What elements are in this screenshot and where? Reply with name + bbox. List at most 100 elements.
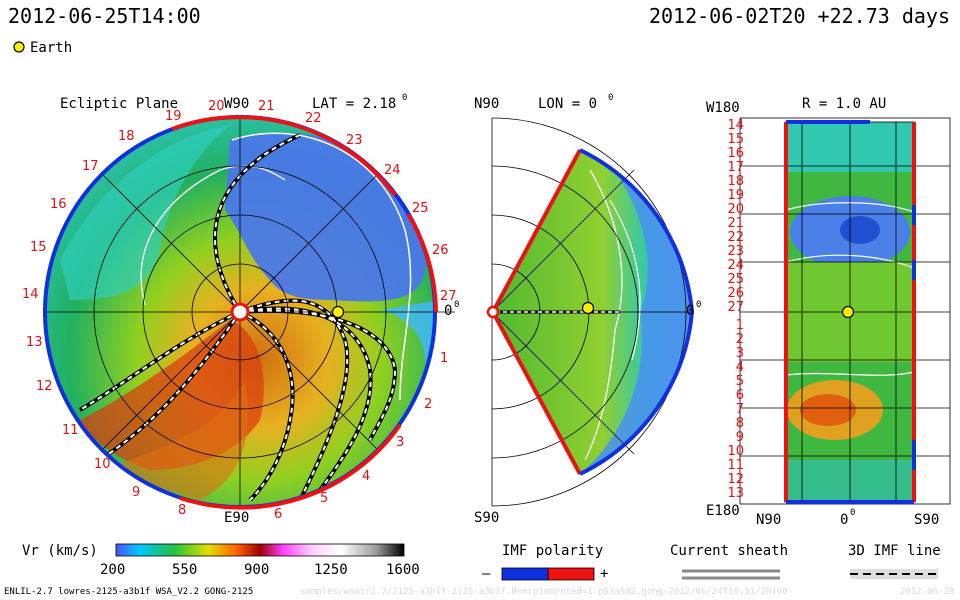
svg-text:7: 7 (736, 402, 744, 417)
svg-text:18: 18 (727, 174, 744, 189)
svg-text:11: 11 (62, 423, 79, 438)
svg-text:5: 5 (736, 374, 744, 389)
ecliptic-right-deg: 0 (454, 300, 460, 310)
colorbar-label: Vr (km/s) (22, 543, 98, 559)
run-time: 2012-06-02T20 +22.73 days (648, 4, 950, 28)
earth-marker-radial (841, 305, 855, 319)
svg-text:10: 10 (727, 444, 744, 459)
current-sheath-title: Current sheath (670, 543, 789, 559)
svg-text:22: 22 (305, 111, 322, 126)
imf-positive-swatch (547, 567, 595, 581)
ecliptic-rim-numbers: 19 20 21 22 23 24 25 26 27 1 2 3 4 5 6 8… (22, 99, 457, 522)
colorbar-tick-0: 200 (100, 562, 126, 578)
svg-text:23: 23 (346, 133, 363, 148)
colorbar-tick-3: 1250 (314, 562, 348, 578)
current-time: 2012-06-25T14:00 (8, 4, 201, 28)
radial-row-labels: 14 15 16 17 18 19 20 21 22 23 24 25 26 2… (727, 118, 744, 501)
svg-text:25: 25 (727, 272, 744, 287)
radial-bottom-left: E180 (706, 503, 740, 519)
meridional-deg-mark: 0 (608, 93, 614, 103)
svg-text:14: 14 (727, 118, 744, 133)
radial-x-mid: 0 (840, 512, 849, 528)
svg-text:18: 18 (118, 129, 135, 144)
radial-plot (739, 117, 951, 505)
radial-x-mid-deg: 0 (850, 508, 856, 518)
svg-text:26: 26 (727, 286, 744, 301)
current-sheath-swatch (682, 569, 780, 580)
svg-text:12: 12 (727, 472, 744, 487)
svg-text:2: 2 (424, 397, 432, 412)
footer-run-path: samples/wsatr2.7/2125-a3b1f-2125-a3b1f.8… (300, 587, 788, 597)
meridional-bottom-label: S90 (474, 510, 500, 526)
radial-x-right: S90 (914, 512, 940, 528)
ecliptic-plot (43, 115, 455, 510)
svg-text:25: 25 (412, 201, 429, 216)
svg-text:8: 8 (178, 503, 186, 518)
svg-text:1: 1 (736, 318, 744, 333)
imf-polarity-title: IMF polarity (502, 543, 604, 559)
radial-r-label: R = 1.0 AU (802, 96, 887, 112)
svg-text:2: 2 (736, 332, 744, 347)
svg-text:24: 24 (384, 163, 401, 178)
svg-text:15: 15 (30, 240, 47, 255)
svg-text:12: 12 (36, 379, 53, 394)
colorbar-tick-1: 550 (172, 562, 198, 578)
imf3d-swatch (850, 569, 938, 579)
ecliptic-lat-label: LAT = 2.18 (312, 96, 397, 112)
svg-text:13: 13 (26, 335, 43, 350)
ecliptic-title: Ecliptic Plane (60, 96, 179, 112)
svg-text:27: 27 (440, 289, 457, 304)
svg-text:6: 6 (736, 388, 744, 403)
svg-text:6: 6 (274, 507, 282, 522)
svg-text:9: 9 (132, 485, 140, 500)
meridional-right-deg: 0 (696, 300, 702, 310)
svg-text:13: 13 (727, 486, 744, 501)
svg-text:17: 17 (82, 159, 99, 174)
colorbar-tick-2: 900 (244, 562, 270, 578)
svg-text:20: 20 (727, 202, 744, 217)
svg-text:10: 10 (94, 457, 111, 472)
radial-top-left: W180 (706, 100, 740, 116)
svg-text:24: 24 (727, 258, 744, 273)
meridional-right-label: 0 (686, 303, 695, 319)
ecliptic-right-label: 0 (444, 303, 453, 319)
ecliptic-top-label: W90 (224, 96, 250, 112)
svg-text:4: 4 (736, 360, 744, 375)
svg-text:20: 20 (208, 99, 225, 114)
svg-text:16: 16 (727, 146, 744, 161)
svg-text:22: 22 (727, 230, 744, 245)
svg-text:8: 8 (736, 416, 744, 431)
svg-text:23: 23 (727, 244, 744, 259)
meridional-top-label: N90 (474, 96, 500, 112)
svg-text:3: 3 (396, 435, 404, 450)
svg-text:17: 17 (727, 160, 744, 175)
meridional-lon-label: LON = 0 (538, 96, 598, 112)
earth-legend-label: Earth (30, 40, 73, 56)
imf3d-title: 3D IMF line (848, 543, 941, 559)
colorbar-tick-4: 1600 (386, 562, 420, 578)
ecliptic-bottom-label: E90 (224, 510, 250, 526)
footer-date: 2012-06-29 (900, 587, 955, 597)
imf-minus: – (482, 566, 491, 582)
svg-text:5: 5 (320, 491, 328, 506)
svg-text:15: 15 (727, 132, 744, 147)
imf-plus: + (600, 566, 609, 582)
svg-text:19: 19 (165, 109, 182, 124)
velocity-colorbar (115, 543, 405, 557)
ecliptic-deg-mark: 0 (402, 93, 408, 103)
svg-text:19: 19 (727, 188, 744, 203)
earth-marker-ecliptic (331, 305, 345, 319)
footer-model-info: ENLIL-2.7 lowres-2125-a3b1f WSA_V2.2 GON… (4, 587, 254, 597)
earth-legend-icon (13, 41, 25, 53)
svg-text:27: 27 (727, 300, 744, 315)
svg-text:26: 26 (432, 243, 449, 258)
svg-text:21: 21 (258, 99, 275, 114)
meridional-plot (486, 117, 695, 507)
svg-text:3: 3 (736, 346, 744, 361)
radial-x-left: N90 (756, 512, 782, 528)
svg-text:11: 11 (727, 458, 744, 473)
svg-text:16: 16 (50, 197, 67, 212)
svg-text:9: 9 (736, 430, 744, 445)
